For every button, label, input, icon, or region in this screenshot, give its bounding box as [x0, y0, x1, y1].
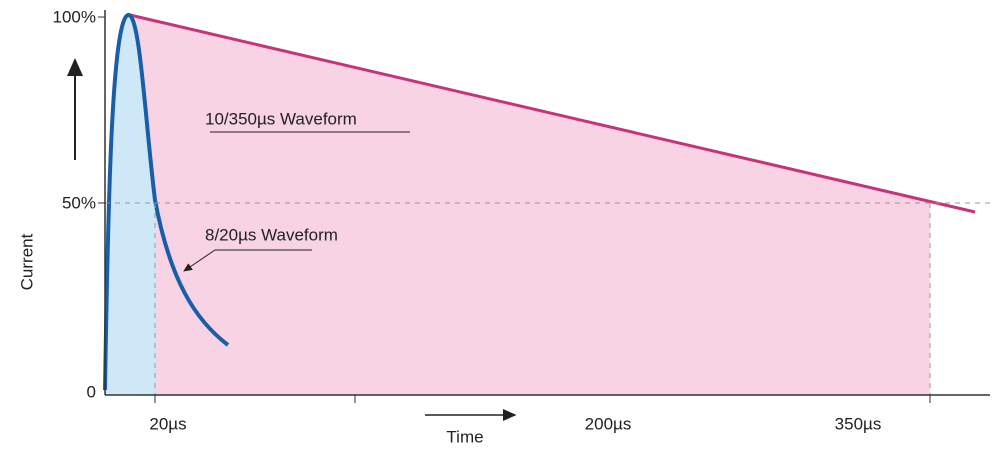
blue-area: [105, 14, 155, 395]
x-label: 200µs: [585, 414, 632, 433]
waveform-label: 10/350µs Waveform: [205, 109, 357, 128]
leader: [183, 249, 312, 272]
x-title: Time: [446, 427, 483, 446]
long-wave: [129, 13, 976, 214]
pink-area: [105, 15, 930, 395]
y-title: Current: [17, 233, 36, 290]
y-label: 100%: [53, 7, 96, 26]
y-label: 50%: [62, 193, 96, 212]
y-label: 0: [87, 382, 96, 401]
x-label: 350µs: [835, 414, 882, 433]
short-wave: [103, 13, 230, 391]
x-label: 20µs: [149, 414, 186, 433]
waveform-label: 8/20µs Waveform: [205, 225, 338, 244]
